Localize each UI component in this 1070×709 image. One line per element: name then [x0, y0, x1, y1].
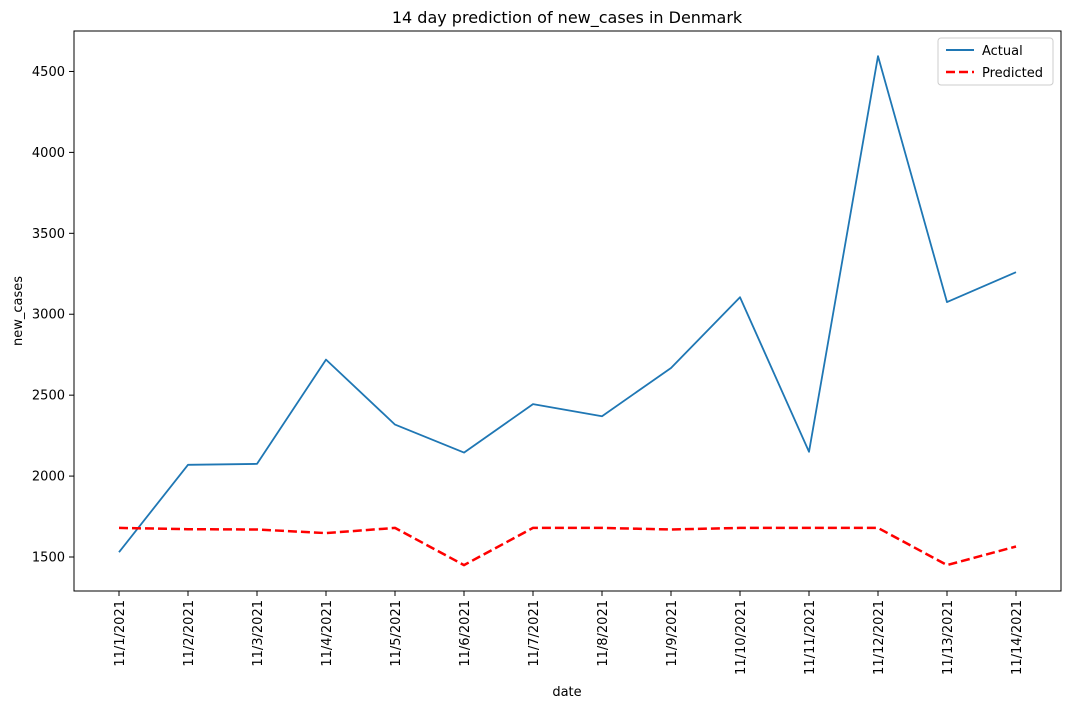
- x-tick-label: 11/13/2021: [941, 600, 956, 675]
- series-line-actual: [118, 55, 1017, 553]
- x-tick-label: 11/6/2021: [458, 600, 473, 667]
- y-tick-label: 2500: [32, 389, 65, 404]
- legend: Actual Predicted: [937, 37, 1054, 86]
- y-tick-label: 2000: [32, 470, 65, 485]
- x-tick-label: 11/8/2021: [596, 600, 611, 667]
- x-tick-label: 11/3/2021: [251, 600, 266, 667]
- x-tick-label: 11/12/2021: [872, 600, 887, 675]
- x-tick-label: 11/2/2021: [182, 600, 197, 667]
- x-tick-label: 11/4/2021: [320, 600, 335, 667]
- plot-area: [73, 30, 1062, 592]
- x-tick-label: 11/10/2021: [734, 600, 749, 675]
- x-axis: 11/1/2021 11/2/2021 11/3/2021 11/4/2021 11/5…: [113, 591, 1025, 675]
- x-tick-label: 11/7/2021: [527, 600, 542, 667]
- series-layer: [118, 55, 1017, 567]
- x-tick-label: 11/11/2021: [803, 600, 818, 675]
- y-axis: 1500 2000 2500 3000 3500 4000 4500: [32, 65, 74, 566]
- x-tick-label: 11/14/2021: [1010, 600, 1025, 675]
- y-tick-label: 4500: [32, 65, 65, 80]
- y-tick-label: 4000: [32, 146, 65, 161]
- series-line-predicted: [118, 526, 1017, 567]
- x-axis-title: date: [552, 685, 581, 700]
- y-tick-label: 3500: [32, 227, 65, 242]
- legend-label-predicted: Predicted: [982, 66, 1043, 81]
- y-tick-label: 1500: [32, 551, 65, 566]
- x-tick-label: 11/9/2021: [665, 600, 680, 667]
- chart-title: 14 day prediction of new_cases in Denmar…: [392, 8, 743, 28]
- legend-label-actual: Actual: [982, 44, 1023, 59]
- y-axis-title: new_cases: [11, 276, 26, 346]
- x-tick-label: 11/5/2021: [389, 600, 404, 667]
- y-tick-label: 3000: [32, 308, 65, 323]
- x-tick-label: 11/1/2021: [113, 600, 128, 667]
